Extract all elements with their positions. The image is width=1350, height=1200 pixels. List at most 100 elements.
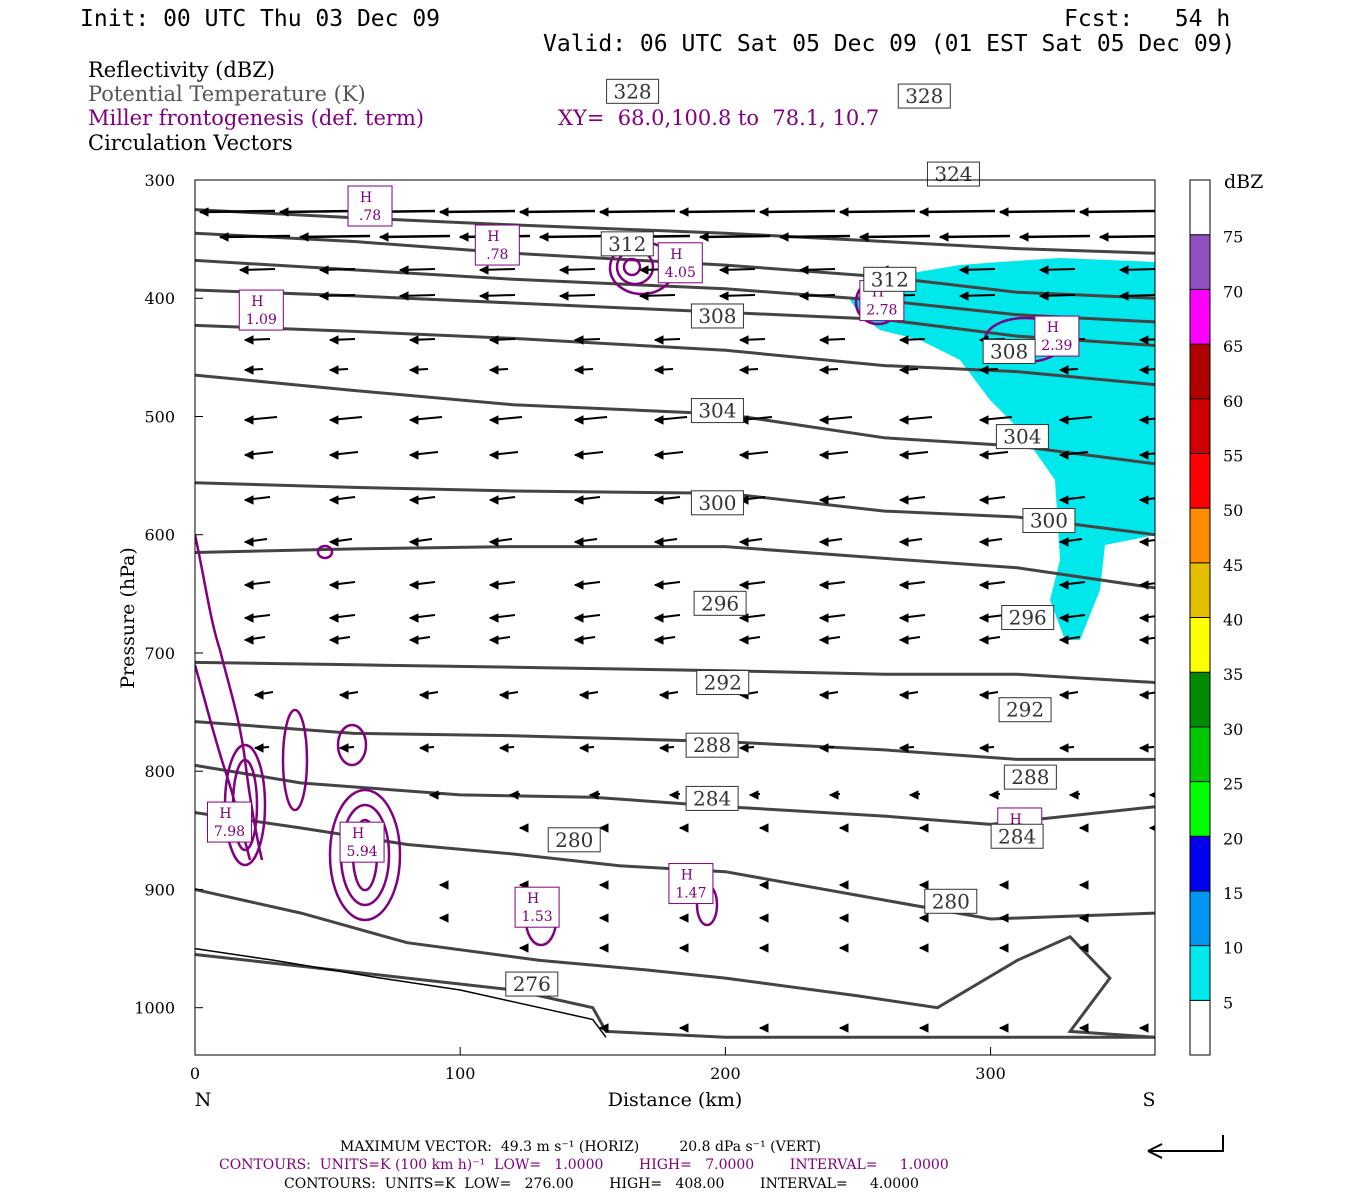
svg-text:300: 300 <box>698 491 736 515</box>
vector-arrowhead <box>653 335 664 345</box>
vector-arrowhead <box>253 690 264 700</box>
vector-arrowhead <box>488 365 499 375</box>
vector-arrowhead <box>678 823 689 833</box>
vector-arrowhead <box>1058 415 1069 425</box>
svg-text:1.53: 1.53 <box>522 909 553 925</box>
theta-contour-312 <box>195 323 1155 387</box>
svg-text:H: H <box>251 294 263 310</box>
vector-arrowhead <box>758 913 769 923</box>
forecast-hour: Fcst: 54 h <box>1064 6 1231 32</box>
theta-label: 308 <box>982 338 1036 364</box>
svg-text:4.05: 4.05 <box>665 265 696 281</box>
theta-label: 292 <box>998 697 1052 723</box>
vector-arrowhead <box>243 450 254 460</box>
frontogenesis-max-label: H 1.09 <box>238 289 284 331</box>
vector-arrowhead <box>918 207 929 217</box>
vector-arrowhead <box>818 580 829 590</box>
colorbar-segment <box>1190 508 1210 563</box>
svg-text:H: H <box>681 868 693 884</box>
reflectivity-colorbar: 5 10 15 20 25 30 35 40 45 50 55 60 65 70 75 <box>1189 179 1243 1056</box>
svg-text:324: 324 <box>934 162 972 186</box>
svg-text:H: H <box>360 190 372 206</box>
svg-text:H: H <box>487 229 499 245</box>
vector-arrowhead <box>998 1023 1009 1033</box>
svg-text:H: H <box>1047 320 1059 336</box>
vector-arrow <box>679 209 756 214</box>
vector-arrow <box>859 234 931 239</box>
vector-arrowhead <box>898 365 909 375</box>
vector-arrowhead <box>243 365 254 375</box>
vector-arrowhead <box>828 790 839 800</box>
theta-label: 308 <box>690 303 744 329</box>
theta-label: 292 <box>696 670 750 696</box>
vector-arrowhead <box>398 291 409 301</box>
vector-arrowhead <box>278 207 289 217</box>
vector-arrowhead <box>658 690 669 700</box>
vector-arrowhead <box>1058 690 1069 700</box>
vector-arrowhead <box>328 365 339 375</box>
colorbar-level-label: 55 <box>1223 446 1243 465</box>
vector-arrowhead <box>328 495 339 505</box>
svg-text:.78: .78 <box>486 247 508 263</box>
svg-text:292: 292 <box>1006 698 1044 722</box>
vector-arrowhead <box>573 580 584 590</box>
theta-label: 288 <box>1003 764 1057 790</box>
vector-arrowhead <box>408 613 419 623</box>
colorbar-level-label: 40 <box>1223 611 1243 630</box>
vector-arrowhead <box>328 635 339 645</box>
svg-text:288: 288 <box>1011 765 1049 789</box>
svg-text:296: 296 <box>701 591 739 615</box>
vector-arrowhead <box>653 613 664 623</box>
svg-text:328: 328 <box>613 79 651 103</box>
vector-arrowhead <box>243 537 254 547</box>
frontogenesis-contours <box>195 240 1067 947</box>
y-tick-label: 700 <box>144 644 175 663</box>
vector-arrowhead <box>798 291 809 301</box>
svg-text:284: 284 <box>693 786 731 810</box>
vector-arrowhead <box>488 537 499 547</box>
svg-text:312: 312 <box>608 232 646 256</box>
vector-arrowhead <box>328 580 339 590</box>
vector-arrowhead <box>898 690 909 700</box>
vector-arrowhead <box>488 415 499 425</box>
y-axis-title: Pressure (hPa) <box>117 547 139 689</box>
vector-arrowhead <box>898 580 909 590</box>
y-tick-label: 400 <box>144 289 175 308</box>
vector-arrowhead <box>718 265 729 275</box>
vector-arrowhead <box>998 207 1009 217</box>
vector-arrowhead <box>818 690 829 700</box>
vector-arrowhead <box>298 232 309 242</box>
x-tick-label: 300 <box>975 1064 1006 1083</box>
theta-label: 280 <box>924 888 978 914</box>
frontogenesis-max-label: H 4.05 <box>657 242 703 284</box>
vector-arrowhead <box>418 743 429 753</box>
vector-arrow <box>759 209 836 214</box>
theta-contour-296 <box>195 660 1155 684</box>
x-tick-label: 100 <box>445 1064 476 1083</box>
vector-arrowhead <box>1058 495 1069 505</box>
vector-arrowhead <box>1058 580 1069 590</box>
vector-arrowhead <box>1068 790 1079 800</box>
frontogenesis-labels: H .78 H .78 H 4.05 H 1.09 H 2.78 H 2.39 H 7.98 H 5.94 H 1… <box>206 185 1080 928</box>
svg-text:280: 280 <box>555 828 593 852</box>
vector-arrowhead <box>748 790 759 800</box>
vector-arrowhead <box>978 365 989 375</box>
y-tick-label: 500 <box>144 407 175 426</box>
colorbar-segment <box>1190 234 1210 290</box>
vector-arrowhead <box>1138 635 1149 645</box>
vector-arrowhead <box>488 335 499 345</box>
vector-arrowhead <box>328 613 339 623</box>
vector-arrowhead <box>818 335 829 345</box>
vector-arrow <box>939 234 1011 239</box>
vector-arrow <box>1019 234 1091 239</box>
vector-arrowhead <box>638 291 649 301</box>
vector-arrowhead <box>918 823 929 833</box>
vector-arrowhead <box>1138 1023 1149 1033</box>
vector-arrowhead <box>1138 580 1149 590</box>
vector-arrow <box>919 209 996 214</box>
vector-arrowhead <box>958 265 969 275</box>
vector-arrowhead <box>518 207 529 217</box>
vector-arrowhead <box>1058 365 1069 375</box>
vector-arrowhead <box>328 537 339 547</box>
vector-arrowhead <box>978 537 989 547</box>
